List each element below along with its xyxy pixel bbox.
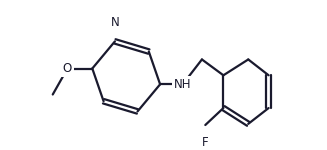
Text: F: F <box>202 136 209 149</box>
Text: N: N <box>111 16 119 29</box>
Text: NH: NH <box>174 78 192 91</box>
Text: O: O <box>63 62 72 75</box>
